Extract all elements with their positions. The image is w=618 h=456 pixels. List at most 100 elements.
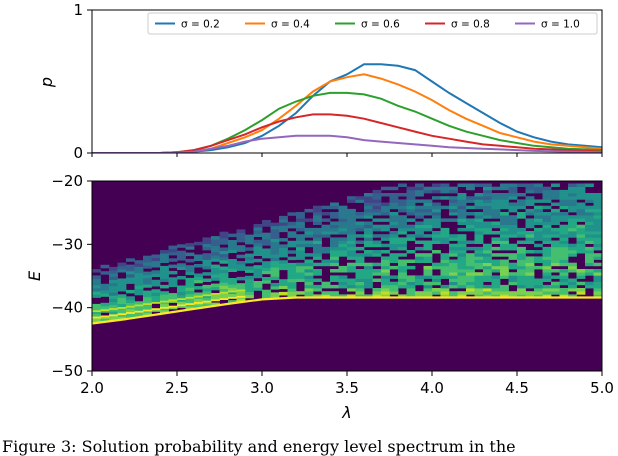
heatmap-cell bbox=[525, 262, 535, 267]
heatmap-cell bbox=[432, 240, 441, 244]
heatmap-cell bbox=[415, 253, 424, 257]
heatmap-cell bbox=[423, 224, 433, 229]
heatmap-cell bbox=[542, 291, 552, 295]
heatmap-cell bbox=[381, 243, 390, 248]
heatmap-cell bbox=[313, 205, 322, 210]
heatmap-cell bbox=[483, 183, 492, 187]
heatmap-cell bbox=[364, 265, 373, 270]
heatmap-cell bbox=[355, 281, 365, 286]
heatmap-cell bbox=[143, 265, 152, 269]
heatmap-cell bbox=[304, 272, 314, 276]
probability-lines bbox=[92, 63, 602, 153]
heatmap-cell bbox=[585, 231, 594, 235]
heatmap-cell bbox=[534, 215, 543, 219]
heatmap-cell bbox=[313, 288, 322, 292]
heatmap-cell bbox=[576, 288, 586, 292]
heatmap-cell bbox=[228, 262, 237, 266]
heatmap-cell bbox=[483, 243, 492, 248]
heatmap-cell bbox=[279, 266, 288, 271]
heatmap-cell bbox=[143, 303, 152, 305]
heatmap-cell bbox=[440, 240, 450, 244]
heatmap-cell bbox=[245, 285, 254, 289]
heatmap-cell bbox=[483, 294, 492, 298]
heatmap-cell bbox=[143, 277, 152, 282]
heatmap-cell bbox=[415, 256, 424, 260]
heatmap-cell bbox=[279, 244, 288, 248]
heatmap-cell bbox=[143, 271, 152, 276]
heatmap-cell bbox=[449, 294, 458, 298]
heatmap-cell bbox=[245, 256, 254, 261]
heatmap-cell bbox=[483, 202, 492, 206]
heatmap-cell bbox=[474, 265, 484, 270]
heatmap-cell bbox=[236, 264, 246, 268]
heatmap-cell bbox=[168, 299, 178, 302]
heatmap-cell bbox=[202, 253, 212, 257]
heatmap-cell bbox=[160, 300, 169, 303]
heatmap-cell bbox=[253, 265, 263, 269]
heatmap-cell bbox=[347, 262, 356, 267]
heatmap-cell bbox=[534, 208, 543, 213]
heatmap-cell bbox=[228, 284, 237, 288]
heatmap-cell bbox=[542, 272, 552, 276]
heatmap-cell bbox=[576, 250, 586, 254]
heatmap-cell bbox=[593, 205, 602, 210]
heatmap-cell bbox=[372, 262, 382, 267]
heatmap-cell bbox=[117, 278, 127, 282]
heatmap-cell bbox=[313, 278, 322, 282]
spectrum-xtick-label: 3.0 bbox=[250, 379, 274, 397]
heatmap-cell bbox=[364, 208, 373, 213]
heatmap-cell bbox=[381, 284, 390, 289]
heatmap-cell bbox=[474, 205, 484, 210]
heatmap-cell bbox=[457, 221, 467, 225]
heatmap-cell bbox=[338, 275, 348, 279]
heatmap-cell bbox=[449, 218, 458, 222]
heatmap-cell bbox=[338, 281, 348, 286]
heatmap-cell bbox=[92, 278, 101, 283]
heatmap-cell bbox=[262, 254, 271, 259]
heatmap-cell bbox=[568, 208, 577, 213]
heatmap-cell bbox=[304, 288, 314, 292]
heatmap-cell bbox=[287, 221, 297, 226]
heatmap-cell bbox=[525, 224, 535, 229]
heatmap-cell bbox=[151, 270, 161, 274]
heatmap-cell bbox=[576, 227, 586, 232]
heatmap-cell bbox=[304, 208, 314, 213]
heatmap-cell bbox=[372, 212, 382, 216]
heatmap-cell bbox=[398, 265, 407, 270]
heatmap-cell bbox=[151, 283, 161, 287]
heatmap-cell bbox=[423, 253, 433, 257]
heatmap-cell bbox=[202, 256, 212, 260]
heatmap-cell bbox=[457, 284, 467, 289]
heatmap-cell bbox=[432, 281, 441, 286]
heatmap-cell bbox=[330, 237, 339, 241]
heatmap-cell bbox=[585, 212, 594, 216]
heatmap-cell bbox=[364, 294, 373, 298]
heatmap-cell bbox=[389, 275, 399, 279]
heatmap-cell bbox=[262, 235, 271, 240]
heatmap-cell bbox=[398, 199, 407, 203]
heatmap-cell bbox=[202, 297, 212, 301]
heatmap-cell bbox=[372, 234, 382, 238]
heatmap-cell bbox=[313, 237, 322, 241]
heatmap-cell bbox=[381, 218, 390, 222]
heatmap-cell bbox=[508, 218, 518, 222]
heatmap-cell bbox=[109, 276, 118, 280]
heatmap-cell bbox=[559, 215, 569, 219]
heatmap-cell bbox=[551, 196, 560, 200]
heatmap-cell bbox=[525, 199, 535, 203]
heatmap-cell bbox=[100, 293, 110, 297]
heatmap-cell bbox=[338, 243, 348, 248]
heatmap-cell bbox=[568, 284, 577, 289]
heatmap-cell bbox=[211, 242, 220, 246]
heatmap-cell bbox=[245, 291, 254, 296]
heatmap-cell bbox=[423, 199, 433, 203]
heatmap-cell bbox=[313, 253, 322, 257]
heatmap-cell bbox=[576, 246, 586, 251]
heatmap-cell bbox=[304, 253, 314, 257]
heatmap-cell bbox=[406, 196, 416, 200]
heatmap-cell bbox=[262, 223, 271, 227]
heatmap-cell bbox=[347, 224, 356, 229]
heatmap-cell bbox=[508, 246, 518, 251]
heatmap-cell bbox=[449, 199, 458, 203]
heatmap-cell bbox=[202, 243, 212, 248]
